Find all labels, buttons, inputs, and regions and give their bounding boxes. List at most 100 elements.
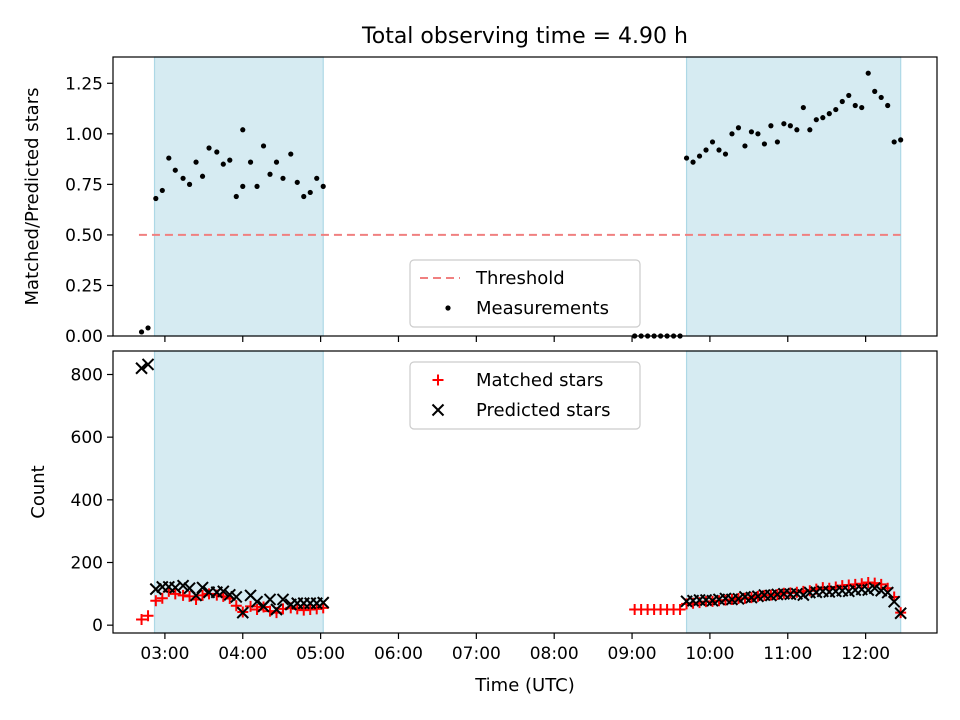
measurement-point: [199, 173, 206, 179]
measurement-point: [872, 88, 878, 94]
legend-box: [409, 259, 641, 328]
measurement-point: [781, 121, 787, 127]
matched-star-point: [156, 592, 168, 604]
bottom-series: [135, 358, 907, 626]
matched-star-point: [150, 595, 162, 607]
matched-star-point: [230, 600, 242, 612]
measurement-point: [166, 155, 172, 161]
measurement-point: [774, 139, 780, 145]
top-panel: 0.00 0.25 0.50 0.75 1.00 1.25 Matched/Predict…: [22, 56, 938, 347]
measurement-point: [683, 155, 690, 161]
legend-box: [409, 361, 641, 430]
predicted-star-point: [250, 595, 264, 608]
measurement-point: [320, 183, 326, 189]
x-tick-label: 10:00: [685, 644, 734, 664]
measurement-point: [716, 147, 722, 153]
legend-predicted-swatch: [431, 403, 445, 417]
x-tick-label: 05:00: [296, 644, 345, 664]
measurement-point: [314, 175, 320, 181]
measurement-point: [138, 329, 145, 335]
measurement-point: [690, 159, 696, 165]
predicted-star-point: [868, 581, 881, 595]
predicted-star-point: [169, 581, 182, 594]
top-y-axis: 0.00 0.25 0.50 0.75 1.00 1.25: [65, 74, 113, 347]
predicted-star-point: [217, 585, 230, 598]
top-series: [138, 70, 904, 339]
predicted-star-point: [141, 358, 155, 371]
top-y-axis-label: Matched/Predicted stars: [22, 88, 43, 306]
measurement-point: [813, 117, 819, 123]
y-tick-label: 800: [71, 366, 103, 386]
legend-matched-swatch: [432, 374, 444, 386]
chart-title: Total observing time = 4.90 h: [361, 24, 688, 49]
measurement-point: [839, 98, 845, 105]
predicted-star-point: [317, 596, 330, 609]
y-tick-label: 200: [71, 554, 103, 574]
measurement-point: [301, 193, 307, 200]
matched-star-point: [856, 578, 868, 590]
measurement-point: [800, 104, 806, 111]
measurement-point: [696, 153, 703, 159]
x-tick-label: 04:00: [218, 644, 267, 664]
predicted-star-point: [894, 607, 907, 620]
x-tick-label: 03:00: [140, 644, 189, 664]
matched-star-point: [203, 588, 215, 600]
x-tick-label: 11:00: [763, 644, 812, 664]
y-tick-label: 1.00: [65, 125, 103, 145]
measurement-point: [206, 145, 212, 151]
bottom-y-axis-label: Count: [28, 465, 49, 518]
matched-star-point: [142, 610, 154, 622]
measurement-point: [722, 151, 729, 157]
measurement-point: [288, 151, 294, 157]
predicted-star-point: [881, 586, 894, 599]
measurement-point: [846, 92, 852, 99]
measurement-point: [742, 143, 748, 149]
measurement-point: [153, 195, 159, 202]
measurement-point: [820, 115, 826, 121]
legend-label: Predicted stars: [476, 400, 610, 421]
measurement-point: [294, 179, 300, 185]
measurement-point: [307, 189, 313, 196]
legend-label: Threshold: [475, 268, 565, 289]
x-tick-label: 06:00: [374, 644, 423, 664]
measurement-point: [859, 104, 865, 111]
predicted-star-point: [276, 593, 290, 606]
matched-star-point: [169, 588, 181, 600]
measurement-point: [145, 325, 151, 331]
measurement-point: [186, 181, 193, 187]
measurement-point: [240, 183, 246, 189]
x-tick-label: 12:00: [841, 644, 890, 664]
matched-star-point: [317, 602, 329, 614]
bottom-legend: Matched stars Predicted stars: [409, 361, 641, 430]
matched-star-point: [245, 600, 257, 612]
measurement-point: [755, 131, 761, 137]
matched-star-point: [184, 590, 196, 602]
x-tick-label: 08:00: [530, 644, 579, 664]
matched-star-point: [136, 614, 148, 626]
bottom-y-axis: 0 200 400 600 800: [71, 366, 113, 636]
measurement-point: [891, 139, 897, 145]
measurement-point: [172, 167, 178, 173]
y-tick-label: 0.25: [65, 276, 103, 296]
legend-label: Measurements: [476, 298, 609, 319]
measurement-point: [280, 175, 286, 181]
measurement-point: [787, 123, 793, 129]
measurement-point: [254, 183, 260, 189]
y-tick-label: 0: [92, 616, 103, 636]
predicted-star-point: [263, 593, 277, 606]
measurement-point: [885, 102, 891, 109]
measurement-point: [240, 127, 246, 133]
predicted-star-point: [176, 579, 190, 592]
predicted-star-point: [887, 595, 901, 608]
predicted-star-point: [236, 606, 249, 619]
measurement-point: [865, 70, 871, 76]
x-axis: 03:00 04:00 05:00 06:00 07:00 08:00 09:00 10:00…: [140, 633, 890, 664]
x-tick-label: 09:00: [608, 644, 657, 664]
legend-measurement-swatch: [445, 305, 451, 311]
top-legend: Threshold Measurements: [409, 259, 641, 328]
matched-star-point: [291, 603, 303, 615]
measurement-point: [761, 141, 768, 147]
measurement-point: [247, 159, 254, 165]
